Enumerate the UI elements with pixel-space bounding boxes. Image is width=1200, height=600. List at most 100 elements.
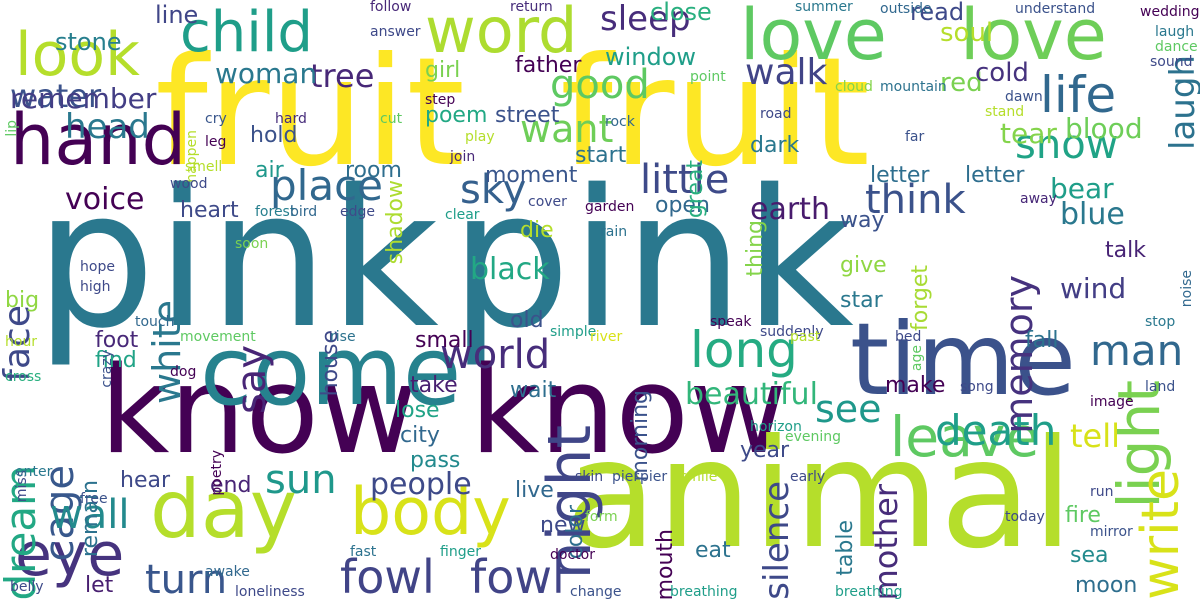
cloud-word: cloud xyxy=(835,79,873,95)
cloud-word: thing xyxy=(743,220,768,277)
cloud-word: take xyxy=(410,373,458,398)
cloud-word: poetry xyxy=(209,450,225,496)
cloud-word: big xyxy=(5,288,40,313)
cloud-word: die xyxy=(520,218,554,243)
cloud-word: bed xyxy=(895,329,922,345)
cloud-word: pink xyxy=(35,149,439,370)
cloud-word: little xyxy=(640,157,730,203)
cloud-word: wood xyxy=(170,176,208,192)
cloud-word: fall xyxy=(1025,328,1059,353)
cloud-word: lip xyxy=(4,120,20,137)
cloud-word: outside xyxy=(880,1,932,17)
cloud-word: letter xyxy=(965,163,1025,188)
cloud-word: leave xyxy=(890,405,1040,469)
cloud-word: run xyxy=(1090,484,1114,500)
cloud-word: fruit xyxy=(155,26,466,200)
cloud-word: girl xyxy=(425,58,461,83)
cloud-word: pier xyxy=(612,469,640,485)
cloud-word: love xyxy=(740,0,887,76)
cloud-word: love xyxy=(960,0,1107,76)
cloud-word: fowl xyxy=(470,550,565,600)
cloud-word: edge xyxy=(340,204,375,220)
cloud-word: far xyxy=(905,129,925,145)
cloud-word: follow xyxy=(370,0,412,15)
cloud-word: breathing xyxy=(835,584,903,600)
cloud-word: window xyxy=(605,43,697,71)
cloud-word: soon xyxy=(235,236,269,252)
cloud-word: play xyxy=(465,129,495,145)
cloud-word: animal xyxy=(565,408,1074,582)
cloud-word: sound xyxy=(1150,54,1193,70)
cloud-word: free xyxy=(80,491,108,507)
cloud-word: speak xyxy=(710,314,752,330)
cloud-word: moment xyxy=(485,163,578,188)
cloud-word: belly xyxy=(10,579,44,595)
cloud-word: noise xyxy=(1179,270,1195,308)
cloud-word: rain xyxy=(600,224,628,240)
cloud-word: rise xyxy=(330,329,356,345)
cloud-word: voice xyxy=(65,182,145,217)
cloud-word: pier xyxy=(640,469,668,485)
cloud-word: read xyxy=(910,0,965,26)
cloud-word: garden xyxy=(585,199,635,215)
cloud-word: shadow xyxy=(383,180,408,265)
cloud-word: world xyxy=(440,332,551,378)
cloud-word: answer xyxy=(370,24,421,40)
cloud-word: sleep xyxy=(600,0,691,39)
cloud-word: turn xyxy=(145,557,228,600)
cloud-word: crazy xyxy=(99,350,115,388)
cloud-word: soul xyxy=(940,18,994,48)
cloud-word: form xyxy=(585,509,618,525)
cloud-word: bird xyxy=(290,204,318,220)
cloud-word: dark xyxy=(750,133,800,158)
cloud-word: man xyxy=(1090,326,1184,375)
cloud-word: skin xyxy=(575,469,604,485)
cloud-word: cover xyxy=(528,194,567,210)
cloud-word: land xyxy=(1145,379,1176,395)
cloud-word: pink xyxy=(450,149,854,370)
cloud-word: sky xyxy=(460,167,527,213)
cloud-word: hope xyxy=(80,259,115,275)
cloud-word: forest xyxy=(255,204,296,220)
cloud-word: tear xyxy=(1000,117,1057,150)
cloud-word: bear xyxy=(1050,172,1114,205)
cloud-word: horizon xyxy=(750,419,802,435)
cloud-word: summer xyxy=(795,0,853,15)
cloud-word: walk xyxy=(745,52,828,93)
cloud-word: write xyxy=(1131,469,1191,600)
cloud-word: movement xyxy=(180,329,256,345)
cloud-word: enter xyxy=(15,464,53,480)
cloud-word: touch xyxy=(135,314,175,330)
cloud-word: doctor xyxy=(550,547,595,563)
cloud-word: evening xyxy=(785,429,842,445)
cloud-word: see xyxy=(815,387,882,431)
cloud-word: join xyxy=(450,149,476,165)
cloud-word: poem xyxy=(425,103,488,128)
cloud-word: open xyxy=(655,193,710,218)
cloud-word: simple xyxy=(550,324,597,340)
cloud-word: head xyxy=(65,107,150,147)
cloud-word: suddenly xyxy=(760,324,824,340)
cloud-word: earth xyxy=(750,192,830,227)
cloud-word: change xyxy=(570,584,622,600)
cloud-word: mother xyxy=(867,483,905,600)
cloud-word: new xyxy=(540,513,586,538)
cloud-word: letter xyxy=(870,163,930,188)
cloud-word: sun xyxy=(265,457,337,503)
cloud-word: remember xyxy=(10,82,157,115)
cloud-word: foot xyxy=(95,328,139,353)
cloud-word: think xyxy=(865,177,966,223)
cloud-word: day xyxy=(150,463,298,556)
cloud-word: woman xyxy=(215,57,318,90)
cloud-word: air xyxy=(255,158,284,183)
cloud-word: start xyxy=(575,143,627,168)
cloud-word: place xyxy=(270,161,383,210)
cloud-word: fire xyxy=(1065,503,1101,528)
cloud-word: look xyxy=(15,20,140,90)
cloud-word: find xyxy=(95,348,137,373)
cloud-word: long xyxy=(690,321,798,379)
cloud-word: room xyxy=(345,158,402,183)
cloud-word: rock xyxy=(605,114,635,130)
cloud-word: today xyxy=(1005,509,1045,525)
